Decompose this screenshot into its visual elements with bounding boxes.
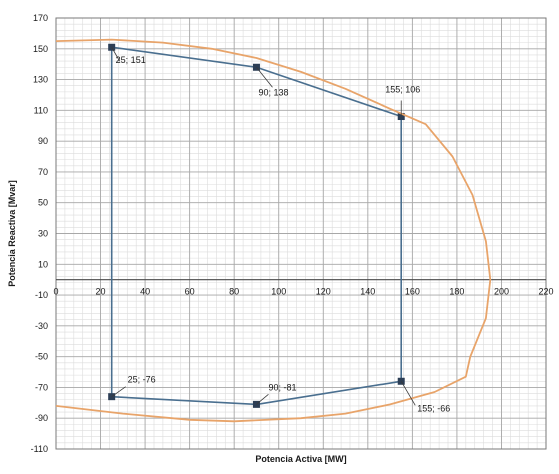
annotation-label: 25; -76: [128, 375, 156, 385]
x-tick-label: 140: [360, 287, 375, 297]
x-axis-title: Potencia Activa [MW]: [255, 454, 346, 464]
x-tick-label: 100: [271, 287, 286, 297]
annotation-leader: [256, 394, 269, 405]
x-tick-label: 200: [494, 287, 509, 297]
x-tick-label: 80: [229, 287, 239, 297]
x-tick-label: 60: [185, 287, 195, 297]
x-tick-label: 220: [538, 287, 553, 297]
y-tick-label: -10: [35, 290, 48, 300]
annotation-label: 90; -81: [268, 382, 296, 392]
x-tick-label: 180: [449, 287, 464, 297]
data-point-marker: [252, 63, 260, 71]
y-tick-label: -50: [35, 352, 48, 362]
y-axis-title: Potencia Reactiva [Mvar]: [7, 180, 17, 287]
annotation-label: 90; 138: [258, 87, 288, 97]
y-tick-label: 150: [33, 44, 48, 54]
y-tick-label: -110: [31, 444, 48, 454]
y-tick-label: 90: [38, 136, 48, 146]
annotation-layer: 25; 151 90; 138 155; 106 25; -76 90; -81 155;…: [111, 47, 450, 413]
axes: [55, 17, 547, 450]
series-line: [110, 46, 402, 406]
annotation-leader: [111, 47, 121, 62]
y-tick-label: 10: [38, 259, 48, 269]
tick-label-layer: 0 20 40 60 80 100 120 140 160 180 200 220 -110 -90 -70…: [31, 13, 554, 454]
series-line: [55, 38, 492, 423]
y-tick-label: -70: [35, 382, 48, 392]
y-tick-label: 170: [33, 13, 48, 23]
annotation-label: 155; -66: [417, 403, 450, 413]
data-point-marker: [252, 400, 260, 408]
annotation-label: 25; 151: [116, 55, 146, 65]
y-tick-label: -90: [35, 413, 48, 423]
y-tick-label: 110: [34, 105, 48, 115]
x-tick-label: 0: [53, 287, 58, 297]
annotation-leader: [111, 386, 126, 397]
x-tick-label: 40: [140, 287, 150, 297]
y-tick-label: 130: [33, 75, 48, 85]
annotation-leader: [256, 67, 273, 88]
y-tick-label: 30: [38, 229, 48, 239]
y-tick-label: 70: [38, 167, 48, 177]
x-tick-label: 120: [316, 287, 331, 297]
plot-border: [55, 17, 547, 450]
annotation-leader: [400, 381, 416, 406]
y-tick-label: -30: [35, 321, 48, 331]
annotation-label: 155; 106: [385, 85, 420, 95]
x-tick-label: 160: [405, 287, 420, 297]
x-tick-label: 20: [96, 287, 106, 297]
y-tick-label: 50: [38, 198, 48, 208]
